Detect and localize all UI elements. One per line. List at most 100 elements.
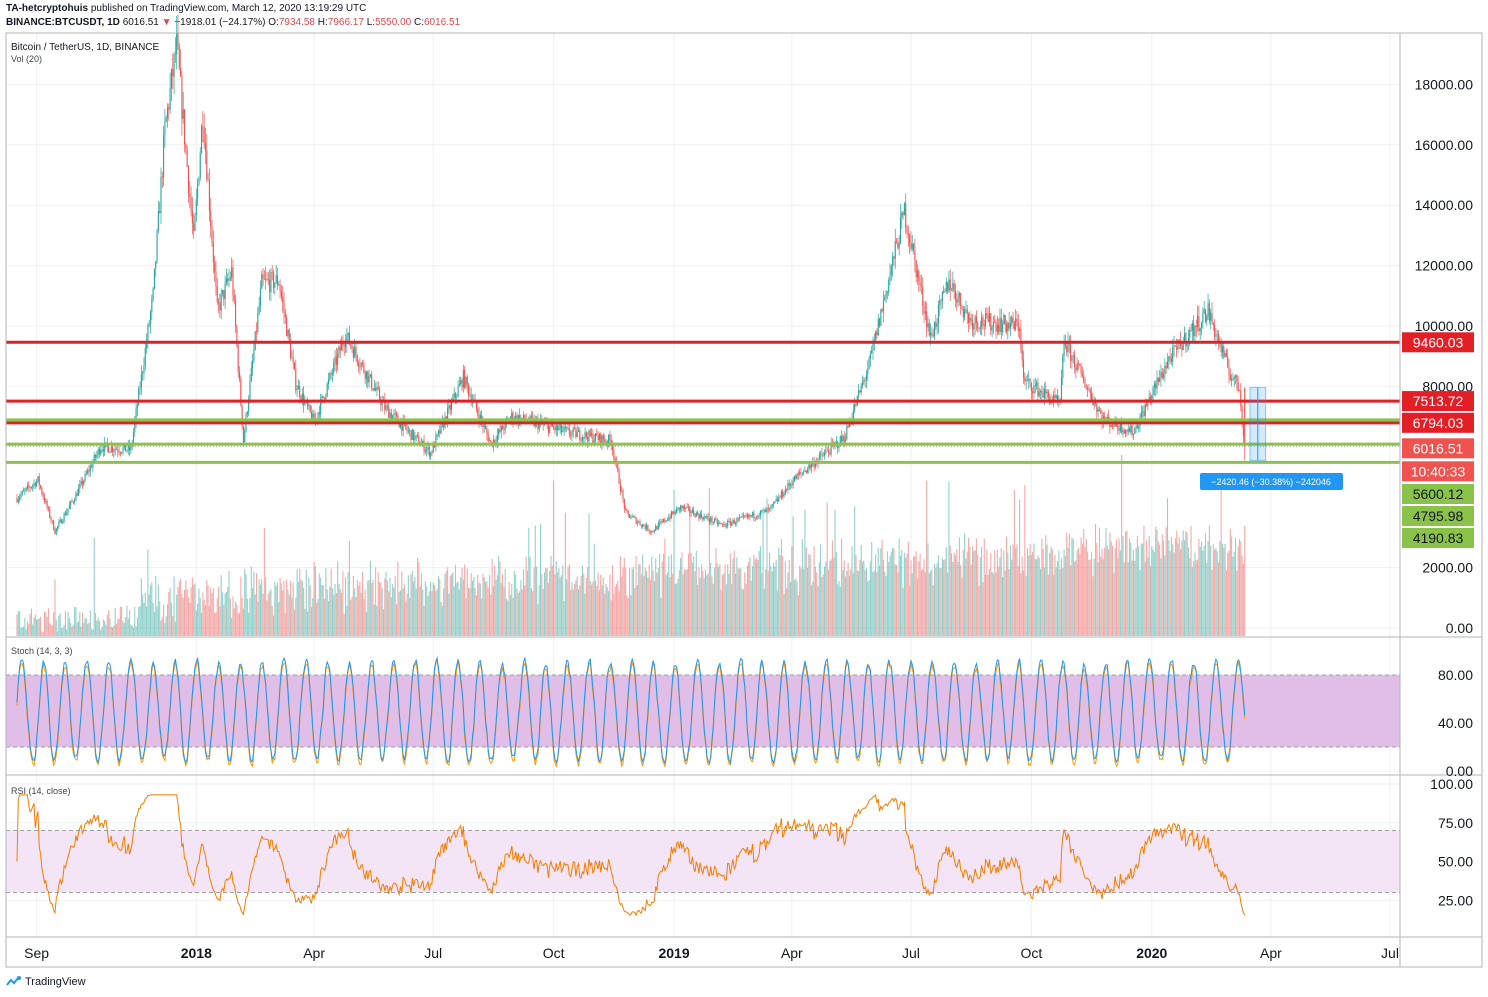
candle-body bbox=[609, 434, 611, 440]
volume-bar bbox=[914, 556, 916, 636]
volume-bar bbox=[210, 587, 212, 636]
volume-bar bbox=[122, 621, 124, 636]
symbol-label[interactable]: BINANCE:BTCUSDT, 1D bbox=[6, 17, 120, 28]
candle-body bbox=[914, 250, 916, 261]
candle-body bbox=[666, 520, 669, 522]
candle-body bbox=[511, 412, 513, 419]
volume-bar bbox=[687, 554, 689, 636]
volume-bar bbox=[1020, 572, 1022, 636]
candle-body bbox=[970, 318, 972, 321]
volume-bar bbox=[1097, 562, 1099, 636]
candle-body bbox=[869, 353, 871, 359]
volume-bar bbox=[1144, 561, 1146, 636]
volume-bar bbox=[266, 600, 268, 636]
candle-body bbox=[625, 508, 627, 510]
candle-body bbox=[632, 516, 635, 518]
volume-bar bbox=[143, 602, 145, 636]
volume-bar bbox=[513, 571, 515, 636]
volume-bar bbox=[483, 577, 485, 636]
candle-body bbox=[437, 430, 440, 434]
candle-body bbox=[1212, 322, 1214, 325]
candle-body bbox=[308, 405, 310, 407]
stoch-axis-label: 0.00 bbox=[1446, 763, 1473, 779]
candle-body bbox=[635, 517, 637, 524]
volume-bar bbox=[1063, 549, 1065, 636]
volume-bar bbox=[37, 618, 39, 636]
candle-body bbox=[1214, 324, 1216, 337]
candle-body bbox=[1168, 356, 1170, 362]
candle-body bbox=[557, 425, 559, 431]
candle-body bbox=[153, 268, 155, 289]
candle-body bbox=[307, 400, 309, 407]
volume-bar bbox=[562, 565, 564, 636]
footer-brand[interactable]: TradingView bbox=[6, 976, 86, 988]
volume-bar bbox=[563, 600, 565, 636]
candle-body bbox=[26, 485, 29, 488]
volume-bar bbox=[635, 556, 637, 636]
candle-body bbox=[930, 332, 932, 336]
candle-body bbox=[542, 423, 544, 425]
overlay-labels[interactable]: 9460.037513.726794.036016.5110:40:335600… bbox=[1200, 332, 1474, 548]
candle-body bbox=[839, 436, 841, 446]
candle-body bbox=[1159, 378, 1161, 382]
volume-bar bbox=[390, 596, 392, 636]
candle-body bbox=[211, 226, 213, 243]
volume-bar bbox=[237, 613, 239, 636]
volume-bar bbox=[509, 594, 511, 636]
candle-body bbox=[210, 210, 212, 227]
candle-body bbox=[958, 293, 960, 298]
volume-bar bbox=[322, 585, 324, 636]
candle-body bbox=[1093, 401, 1095, 406]
candle-body bbox=[1063, 342, 1065, 356]
volume-bar bbox=[1204, 533, 1206, 636]
volume-bar bbox=[1135, 547, 1137, 636]
volume-bar bbox=[888, 561, 890, 636]
volume-bar bbox=[723, 573, 725, 636]
candle-body bbox=[130, 446, 132, 451]
candle-body bbox=[42, 493, 44, 498]
volume-bar bbox=[864, 570, 866, 636]
candle-body bbox=[651, 531, 653, 533]
volume-bar bbox=[479, 583, 481, 636]
volume-bar bbox=[846, 570, 848, 636]
volume-bar bbox=[1119, 550, 1121, 636]
volume-bar bbox=[381, 587, 383, 636]
candle-body bbox=[191, 210, 193, 224]
candle-body bbox=[350, 344, 352, 347]
candle-body bbox=[371, 374, 373, 389]
candle-body bbox=[170, 69, 172, 88]
volume-bar bbox=[640, 574, 642, 636]
volume-bar bbox=[517, 593, 519, 636]
candle-body bbox=[413, 429, 415, 440]
candle-body bbox=[1083, 375, 1085, 383]
candle-body bbox=[274, 282, 276, 288]
candle-body bbox=[1189, 330, 1191, 338]
candle-body bbox=[229, 277, 231, 279]
volume-bar bbox=[782, 556, 784, 636]
volume-bar bbox=[342, 571, 344, 636]
candle-body bbox=[76, 493, 78, 496]
volume-bar bbox=[369, 560, 371, 636]
volume-bar bbox=[93, 538, 95, 636]
volume-bar bbox=[932, 584, 934, 636]
candle-body bbox=[58, 522, 60, 527]
candle-body bbox=[602, 435, 604, 440]
volume-bar bbox=[360, 592, 362, 636]
volume-bar bbox=[897, 572, 899, 636]
candle-body bbox=[119, 452, 121, 454]
candle-body bbox=[164, 121, 166, 136]
author-name[interactable]: TA-hetcryptohuis bbox=[6, 3, 89, 14]
volume-bar bbox=[923, 559, 925, 636]
candle-body bbox=[91, 465, 93, 468]
volume-bar bbox=[906, 553, 908, 636]
candle-body bbox=[538, 422, 540, 430]
candle-body bbox=[584, 432, 586, 439]
candle-body bbox=[861, 382, 864, 386]
candle-body bbox=[424, 450, 426, 452]
candle-body bbox=[915, 260, 917, 278]
horizontal-levels[interactable] bbox=[6, 340, 1400, 464]
volume-bar bbox=[1187, 547, 1189, 636]
candle-body bbox=[889, 274, 891, 281]
volume-bar bbox=[20, 627, 22, 636]
